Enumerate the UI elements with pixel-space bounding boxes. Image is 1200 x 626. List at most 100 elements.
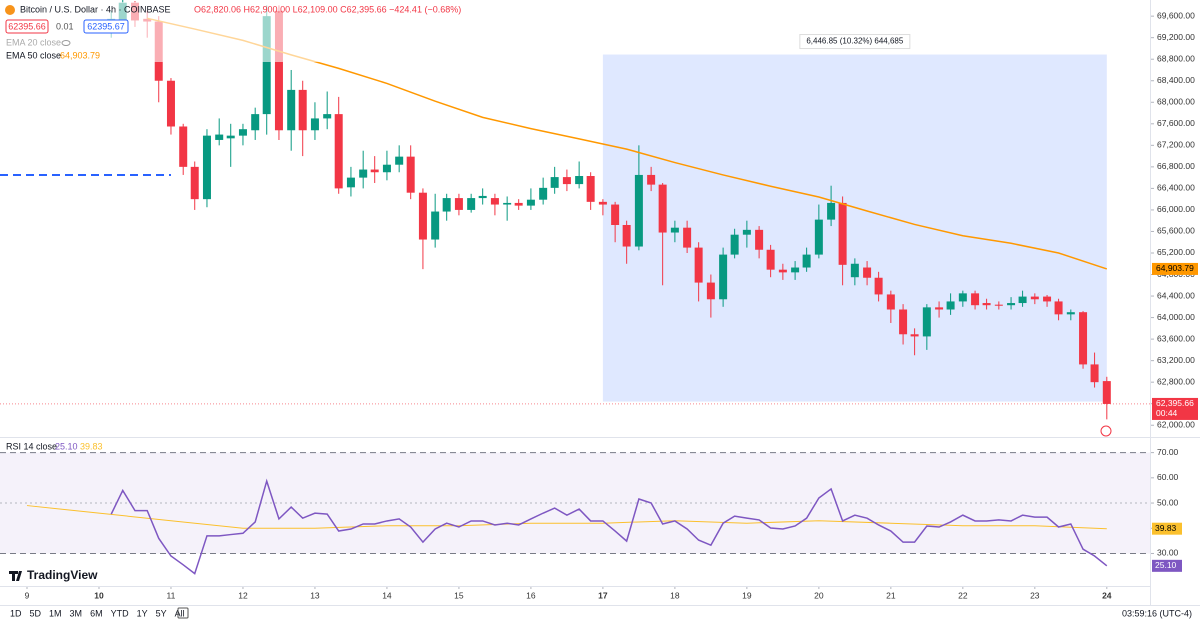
last-price-label: 62,395.66	[1156, 398, 1194, 408]
hidden-icon[interactable]	[61, 40, 71, 46]
rsi-ma-line	[26, 505, 1107, 530]
candle-body	[778, 269, 787, 273]
candle-body	[539, 187, 548, 200]
y-tick-label: 30.00	[1157, 548, 1179, 558]
y-tick-label: 65,600.00	[1157, 226, 1195, 236]
x-tick-label: 21	[886, 590, 896, 600]
candle-body	[814, 219, 823, 255]
calendar-icon[interactable]	[177, 607, 189, 619]
candle-body	[334, 114, 343, 189]
candle-body	[346, 177, 355, 188]
x-tick-label: 20	[814, 590, 824, 600]
candle-body	[694, 247, 703, 283]
candle-body	[262, 16, 271, 115]
y-tick-label: 64,400.00	[1157, 290, 1195, 300]
timeframe-button[interactable]: 5D	[30, 608, 42, 618]
candle-body	[1066, 312, 1075, 315]
candle-body	[1054, 301, 1063, 315]
candle-body	[802, 254, 811, 268]
candle-body	[586, 176, 595, 202]
rsi-ma-value: 39.83	[80, 441, 103, 451]
candle-body	[634, 174, 643, 247]
candle-body	[215, 134, 224, 140]
timeframe-button[interactable]: 1D	[10, 608, 22, 618]
y-tick-label: 68,400.00	[1157, 75, 1195, 85]
candle-body	[359, 169, 368, 178]
timeframe-button[interactable]: YTD	[111, 608, 130, 618]
candle-body	[418, 192, 427, 240]
candle-body	[994, 304, 1003, 306]
candle-body	[982, 303, 991, 306]
candle-body	[1007, 303, 1016, 306]
y-tick-label: 62,800.00	[1157, 376, 1195, 386]
sell-box[interactable]	[5, 19, 49, 34]
candle-body	[622, 224, 631, 247]
candle-body	[395, 156, 404, 165]
timeframe-button[interactable]: 6M	[90, 608, 103, 618]
candle-body	[658, 184, 667, 233]
rsi-tag	[1152, 559, 1182, 572]
candle-body	[899, 309, 908, 335]
candle-body	[730, 234, 739, 255]
alert-icon[interactable]	[1100, 425, 1112, 437]
timeframe-button[interactable]: 1M	[49, 608, 62, 618]
symbol: Bitcoin / U.S. Dollar · 4h · COINBASE	[20, 4, 171, 14]
candle-body	[323, 114, 332, 119]
candle-body	[238, 129, 247, 136]
range-label-bg	[799, 34, 911, 50]
y-tick-label: 69,200.00	[1157, 32, 1195, 42]
timeframe-button[interactable]: All	[175, 608, 185, 618]
candle-body	[755, 229, 764, 250]
rsi-tag-label: 39.83	[1155, 523, 1177, 533]
ema20-legend: EMA 20 close	[6, 37, 61, 47]
candle-body	[886, 294, 895, 310]
clock: 03:59:16 (UTC-4)	[1122, 608, 1192, 618]
ema-price-label: 64,903.79	[1156, 263, 1194, 273]
rsi-value: 25.10	[55, 441, 78, 451]
coin-icon	[5, 5, 15, 15]
candle-body	[910, 334, 919, 337]
candle-body	[647, 174, 656, 185]
rsi-legend: RSI 14 close	[6, 441, 57, 451]
x-tick-label: 15	[454, 590, 464, 600]
logo-icon	[9, 571, 22, 581]
candle-body	[467, 198, 476, 210]
x-tick-label: 12	[238, 590, 248, 600]
candle-body	[562, 177, 571, 185]
ema50-legend: EMA 50 close	[6, 50, 61, 60]
candle-body	[190, 166, 199, 200]
candle-body	[382, 164, 391, 173]
candle-body	[251, 114, 260, 131]
candle-body	[514, 202, 523, 206]
y-tick-label: 70.00	[1157, 447, 1179, 457]
candle-body	[274, 10, 283, 131]
candle-body	[310, 118, 319, 131]
timeframe-button[interactable]: 5Y	[156, 608, 167, 618]
plot-layer: 62,000.0062,400.0062,800.0063,200.0063,6…	[0, 0, 1198, 600]
y-tick-label: 63,600.00	[1157, 333, 1195, 343]
candle-body	[550, 177, 559, 188]
candle-body	[874, 277, 883, 295]
countdown: 00:44	[1156, 408, 1178, 418]
y-tick-label: 68,000.00	[1157, 97, 1195, 107]
candle-body	[971, 293, 980, 306]
candle-body	[598, 201, 607, 205]
rsi-line	[110, 478, 1108, 575]
y-tick-label: 65,200.00	[1157, 247, 1195, 257]
y-tick-label: 68,800.00	[1157, 53, 1195, 63]
toolbar: 1D 5D 1M 3M 6M YTD 1Y 5Y All	[10, 608, 185, 618]
candle-body	[719, 254, 728, 300]
rsi-tag-label: 25.10	[1155, 560, 1177, 570]
candle-body	[1018, 296, 1027, 304]
candle-body	[611, 204, 620, 225]
buy-box[interactable]	[83, 19, 129, 34]
timeframe-button[interactable]: 3M	[70, 608, 83, 618]
timeframe-button[interactable]: 1Y	[137, 608, 148, 618]
candle-body	[166, 80, 175, 127]
x-tick-label: 24	[1102, 590, 1112, 600]
candle-body	[478, 195, 487, 199]
y-tick-label: 66,800.00	[1157, 161, 1195, 171]
y-tick-label: 67,600.00	[1157, 118, 1195, 128]
candle-body	[958, 293, 967, 302]
ema50-value: 64,903.79	[60, 50, 100, 60]
